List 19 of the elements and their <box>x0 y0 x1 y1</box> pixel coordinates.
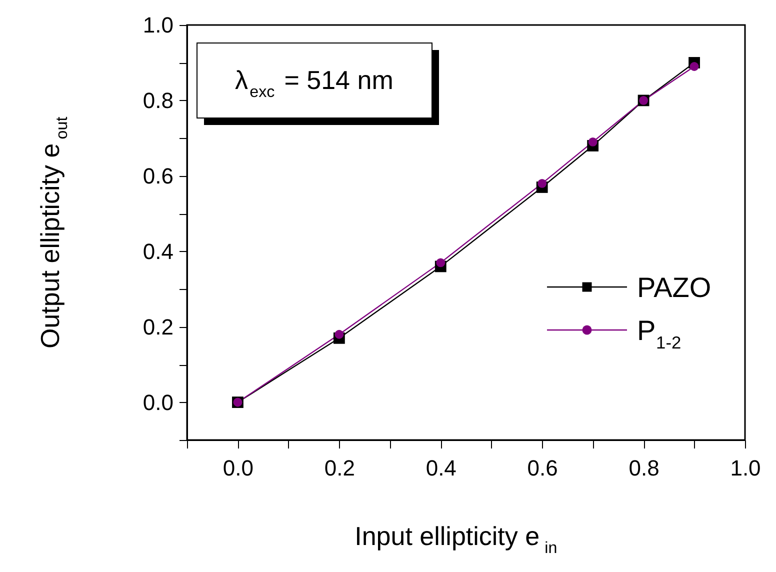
point <box>588 137 598 146</box>
x-tick-label: 0.8 <box>628 456 660 480</box>
y-tick-label: 1.0 <box>142 12 174 38</box>
x-tick-label: 0.4 <box>426 456 456 480</box>
y-axis-title: Output ellipticity eout <box>35 116 71 349</box>
point <box>436 258 446 268</box>
x-tick-label: 1.0 <box>730 456 761 480</box>
point <box>538 178 547 188</box>
y-tick-label: 0.2 <box>142 314 174 340</box>
y-tick-label: 0.6 <box>142 163 174 188</box>
x-tick-label: 0.6 <box>527 456 558 480</box>
y-tick-label: 0.0 <box>142 390 174 415</box>
y-tick-label: 0.8 <box>142 88 174 113</box>
x-tick-label: 0.0 <box>222 456 254 480</box>
point <box>690 62 699 71</box>
point <box>334 330 344 339</box>
legend-label: PAZO <box>637 272 712 303</box>
y-tick-label: 0.4 <box>142 238 174 264</box>
x-tick-label: 0.2 <box>324 456 355 480</box>
